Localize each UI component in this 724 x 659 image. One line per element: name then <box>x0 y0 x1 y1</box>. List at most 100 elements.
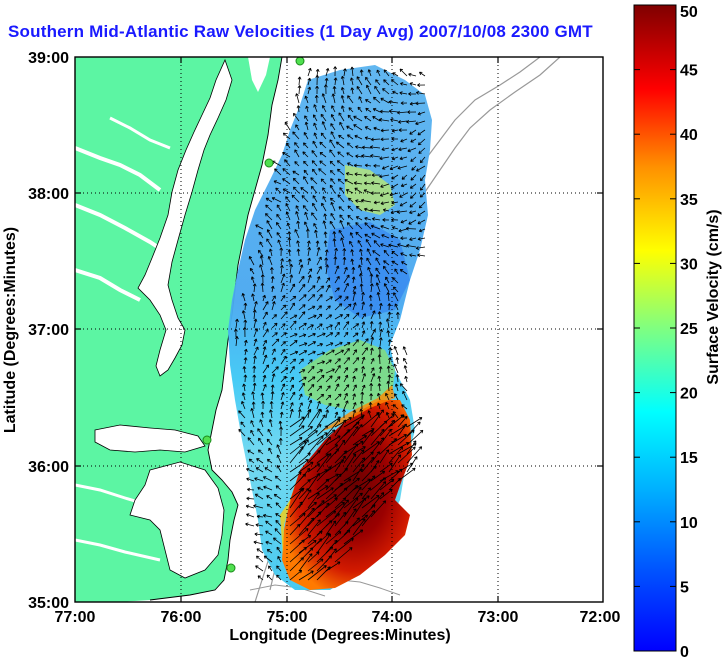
velocity-vector <box>352 409 357 419</box>
velocity-vector <box>312 140 318 149</box>
velocity-vector <box>289 501 303 518</box>
velocity-vector <box>343 421 360 437</box>
velocity-vector <box>325 375 333 383</box>
velocity-vector <box>373 126 381 131</box>
velocity-vector <box>304 121 309 131</box>
velocity-vector <box>253 355 257 365</box>
velocity-vector <box>379 328 383 338</box>
velocity-vector <box>252 382 257 392</box>
velocity-vector <box>248 458 255 464</box>
velocity-vector <box>338 229 345 239</box>
velocity-vector <box>307 565 327 581</box>
velocity-vector <box>379 174 390 179</box>
velocity-vector <box>274 528 282 536</box>
velocity-vector <box>289 302 295 311</box>
velocity-vector <box>409 237 417 241</box>
velocity-vector <box>253 504 264 509</box>
velocity-vector <box>247 449 255 455</box>
velocity-vector <box>377 383 382 392</box>
velocity-vector <box>334 358 341 365</box>
velocity-vector <box>340 237 345 248</box>
velocity-vector <box>279 247 284 257</box>
velocity-vector <box>289 546 307 563</box>
velocity-vector <box>276 222 282 230</box>
velocity-vector <box>307 268 313 275</box>
velocity-vector <box>275 485 282 491</box>
velocity-vector <box>316 266 322 275</box>
velocity-vector <box>316 453 332 473</box>
velocity-vector <box>255 523 264 527</box>
velocity-vector <box>350 258 355 266</box>
velocity-vector <box>325 502 345 518</box>
velocity-vector <box>263 555 273 563</box>
velocity-vector <box>280 304 287 311</box>
velocity-vector <box>409 82 417 86</box>
velocity-vector <box>304 95 309 104</box>
velocity-vector <box>334 331 340 338</box>
velocity-vector <box>240 421 246 428</box>
velocity-vector <box>284 159 291 167</box>
velocity-vector <box>319 141 327 149</box>
velocity-vector <box>359 69 364 77</box>
map-title: Southern Mid-Atlantic Raw Velocities (1 … <box>8 22 593 41</box>
velocity-vector <box>311 212 318 221</box>
velocity-vector <box>246 496 255 501</box>
velocity-vector <box>321 202 327 212</box>
colorbar-label: Surface Velocity (cm/s) <box>705 209 722 384</box>
velocity-vector <box>262 339 267 347</box>
velocity-vector <box>334 450 347 464</box>
velocity-vector <box>379 470 399 482</box>
colorbar-tick-label: 35 <box>680 192 698 209</box>
velocity-vector <box>325 483 343 500</box>
station-marker <box>295 57 305 66</box>
velocity-vector <box>361 487 371 500</box>
velocity-vector <box>289 384 294 392</box>
velocity-vector <box>295 211 300 221</box>
velocity-vector <box>316 520 333 536</box>
velocity-vector <box>270 267 274 275</box>
velocity-vector <box>298 501 317 518</box>
velocity-vector <box>319 152 327 158</box>
velocity-vector <box>331 93 336 104</box>
velocity-vector <box>383 260 390 266</box>
velocity-vector <box>280 341 286 347</box>
velocity-vector <box>369 321 374 329</box>
velocity-vector <box>343 384 350 392</box>
velocity-vector <box>388 243 399 248</box>
velocity-vector <box>330 123 336 131</box>
velocity-vector <box>289 440 307 455</box>
velocity-vector <box>356 86 363 95</box>
velocity-vector <box>387 311 392 320</box>
velocity-vector <box>298 358 304 365</box>
velocity-vector <box>307 285 316 293</box>
velocity-vector <box>334 419 347 437</box>
velocity-vector <box>350 66 355 77</box>
velocity-vector <box>251 401 256 410</box>
velocity-vector <box>386 380 391 392</box>
velocity-vector <box>334 403 340 410</box>
velocity-vector <box>352 349 357 356</box>
velocity-vector <box>343 426 359 446</box>
velocity-vector <box>333 256 338 266</box>
velocity-vector <box>279 264 284 275</box>
velocity-vector <box>352 285 357 293</box>
velocity-vector <box>253 301 258 311</box>
velocity-vector <box>307 350 316 356</box>
velocity-vector <box>343 282 349 293</box>
y-tick-label: 35:00 <box>28 595 69 612</box>
velocity-vector <box>415 120 426 126</box>
velocity-vector <box>307 332 316 338</box>
velocity-vector <box>343 303 352 311</box>
colorbar-tick-label: 40 <box>680 127 698 144</box>
velocity-vector <box>360 198 372 203</box>
station-marker <box>264 158 274 168</box>
velocity-vector <box>355 222 363 230</box>
velocity-vector <box>325 418 341 437</box>
velocity-vector <box>352 457 366 473</box>
velocity-vector <box>293 112 300 122</box>
velocity-vector <box>258 231 264 239</box>
velocity-vector <box>292 170 300 176</box>
velocity-vector <box>415 101 426 106</box>
velocity-vector <box>406 417 423 428</box>
velocity-vector <box>397 423 407 437</box>
